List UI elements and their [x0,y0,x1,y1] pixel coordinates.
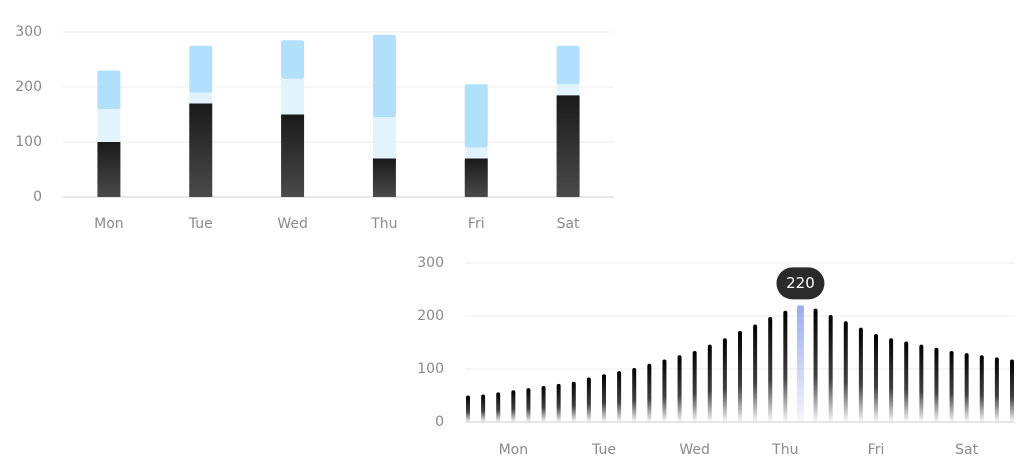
x-tick-label: Mon [499,442,529,458]
x-tick-label: Wed [277,216,308,232]
bar [874,334,878,422]
x-tick-label: Sat [557,216,580,232]
bar [602,374,606,422]
y-tick-label: 300 [15,24,42,40]
bar [919,344,924,422]
bar-segment [464,147,488,159]
bar [858,327,863,422]
bar [738,330,742,422]
bar-segment [556,45,580,85]
highlighted-bar [796,305,804,422]
bar [466,395,470,422]
bar [677,355,682,422]
bar [813,308,818,422]
bar [496,392,501,422]
x-tick-label: Thu [771,442,798,458]
x-tick-label: Thu [370,216,397,232]
bar [964,353,969,422]
x-tick-label: Fri [468,216,485,232]
bar [904,341,909,422]
y-tick-label: 100 [15,134,42,150]
bar-segment [189,92,213,104]
bar [617,371,622,422]
bar [934,347,939,422]
bar [511,390,516,422]
bar [692,350,697,422]
bar [949,350,954,422]
bar [843,321,848,422]
bar [783,310,788,422]
bar [994,357,999,422]
bar [541,385,546,422]
y-tick-label: 200 [15,79,42,95]
bar [647,363,652,422]
bar-segment [281,78,305,115]
y-tick-label: 0 [33,189,42,205]
bar [586,377,591,422]
bar [753,324,758,422]
bar-segment [189,103,213,197]
bar-segment [281,40,305,79]
bar-segment [464,84,488,148]
bar-segment [464,158,488,197]
bar-segment [556,95,580,197]
y-tick-label: 200 [417,308,444,324]
bar-segment [97,109,121,142]
tooltip-label: 220 [786,274,815,292]
bar [632,367,637,422]
bar-segment [189,45,213,93]
bar-segment [556,84,580,96]
y-tick-label: 300 [417,255,444,271]
bar-segment [372,158,396,197]
bar [828,314,833,422]
bar [722,338,727,422]
y-tick-label: 0 [435,414,444,430]
y-tick-label: 100 [417,361,444,377]
x-tick-label: Mon [94,216,124,232]
bar-segment [97,142,121,197]
x-tick-label: Fri [868,442,885,458]
x-tick-label: Tue [188,216,213,232]
bar-segment [281,114,305,197]
bar [526,388,531,422]
bar [662,359,667,422]
bar [1010,359,1014,422]
bar [481,394,486,422]
bar-segment [372,117,396,159]
bar [889,338,894,422]
bar-segment [97,70,121,109]
tooltip [776,267,825,300]
bar [556,383,561,422]
x-tick-label: Sat [955,442,978,458]
bar-segment [372,34,396,118]
bar [707,344,712,422]
bar [768,317,773,422]
x-tick-label: Tue [591,442,616,458]
x-tick-label: Wed [679,442,710,458]
bar [979,355,984,422]
bar [571,381,576,422]
